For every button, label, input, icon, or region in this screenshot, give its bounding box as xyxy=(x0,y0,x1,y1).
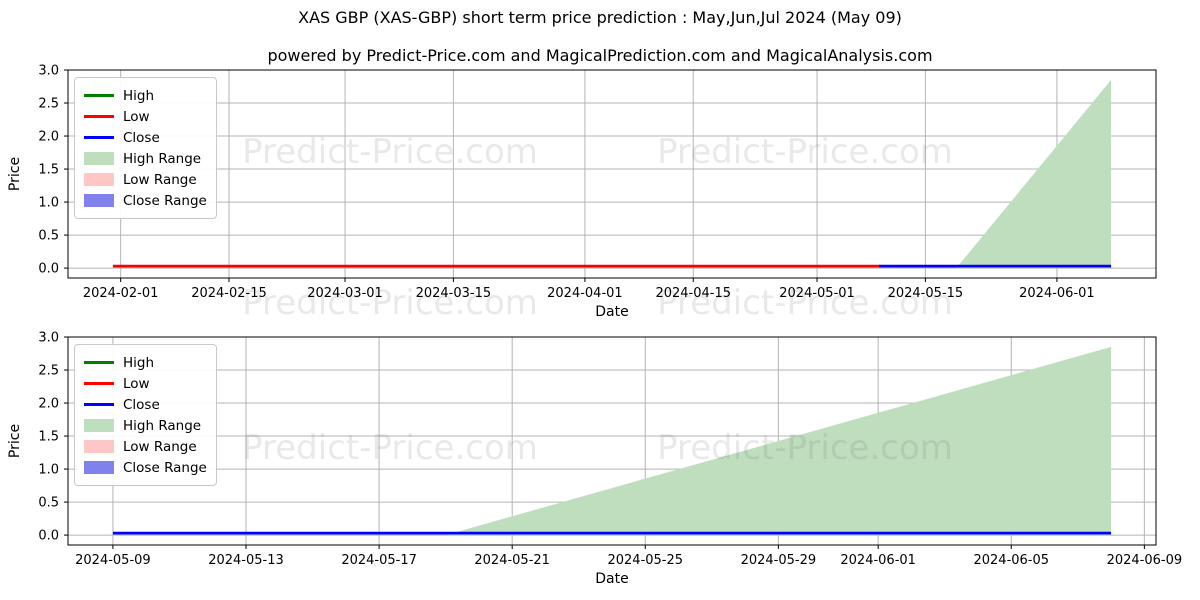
svg-text:2.5: 2.5 xyxy=(38,97,59,112)
legend-label: Close Range xyxy=(123,459,207,476)
x-axis-label-chart-2: Date xyxy=(595,571,628,587)
watermark-text-0-1: Predict-Price.com xyxy=(657,132,953,172)
svg-text:3.0: 3.0 xyxy=(38,64,59,79)
legend-label: Close xyxy=(123,396,160,413)
legend-item-high: High xyxy=(84,352,207,373)
svg-text:2024-04-01: 2024-04-01 xyxy=(547,286,623,301)
svg-text:2024-06-01: 2024-06-01 xyxy=(840,553,916,568)
axes-spines-chart-1 xyxy=(67,69,1157,279)
series-area-high-range-chart-2 xyxy=(445,346,1112,536)
legend-label: Low xyxy=(123,108,150,125)
svg-text:2024-04-15: 2024-04-15 xyxy=(655,286,731,301)
layer-watermarks: Predict-Price.com Predict-Price.com Predic… xyxy=(242,132,953,468)
svg-text:1.0: 1.0 xyxy=(38,463,59,478)
legend-item-close: Close xyxy=(84,127,207,148)
axis-labels-chart-2: 2024-05-09 2024-05-13 2024-05-17 2024-05-21… xyxy=(7,331,1182,588)
svg-text:2024-05-09: 2024-05-09 xyxy=(75,553,151,568)
svg-text:1.5: 1.5 xyxy=(38,430,59,445)
legend-chart-1: High Low Close High Range Low Range Close Ran… xyxy=(74,77,217,219)
svg-text:2.5: 2.5 xyxy=(38,364,59,379)
legend-item-low: Low xyxy=(84,373,207,394)
svg-text:2024-03-01: 2024-03-01 xyxy=(307,286,383,301)
svg-text:2024-02-15: 2024-02-15 xyxy=(191,286,267,301)
legend-label: Close Range xyxy=(123,192,207,209)
legend-item-high-range: High Range xyxy=(84,415,207,436)
legend-label: High xyxy=(123,354,155,371)
legend-line-swatch xyxy=(84,94,114,97)
legend-item-low-range: Low Range xyxy=(84,436,207,457)
legend-line-swatch xyxy=(84,382,114,385)
svg-text:1.5: 1.5 xyxy=(38,163,59,178)
layer-grid-areas xyxy=(68,69,1156,545)
legend-item-low: Low xyxy=(84,106,207,127)
legend-item-close-range: Close Range xyxy=(84,457,207,478)
legend-patch-swatch xyxy=(84,440,114,453)
svg-text:2024-02-01: 2024-02-01 xyxy=(83,286,159,301)
legend-patch-swatch xyxy=(84,461,114,474)
legend-chart-2: High Low Close High Range Low Range Close Ran… xyxy=(74,344,217,486)
legend-line-swatch xyxy=(84,403,114,406)
x-axis-label-chart-1: Date xyxy=(595,304,628,320)
legend-item-high-range: High Range xyxy=(84,148,207,169)
legend-patch-swatch xyxy=(84,152,114,165)
svg-text:2024-05-25: 2024-05-25 xyxy=(607,553,683,568)
svg-text:0.0: 0.0 xyxy=(38,262,59,277)
figure-subtitle: powered by Predict-Price.com and Magical… xyxy=(267,46,933,65)
svg-text:2.0: 2.0 xyxy=(38,397,59,412)
legend-line-swatch xyxy=(84,361,114,364)
legend-item-low-range: Low Range xyxy=(84,169,207,190)
legend-line-swatch xyxy=(84,136,114,139)
layer-lines-axes: 2024-02-01 2024-02-15 2024-03-01 2024-03-15… xyxy=(7,64,1182,588)
legend-patch-swatch xyxy=(84,173,114,186)
watermark-text-1-1: Predict-Price.com xyxy=(657,283,953,323)
watermark-text-2-0: Predict-Price.com xyxy=(242,428,538,468)
watermark-text-2-1: Predict-Price.com xyxy=(657,428,953,468)
watermark-text-1-0: Predict-Price.com xyxy=(242,283,538,323)
svg-text:2024-05-01: 2024-05-01 xyxy=(779,286,855,301)
svg-text:2024-05-21: 2024-05-21 xyxy=(474,553,550,568)
svg-text:3.0: 3.0 xyxy=(38,331,59,346)
legend-label: Low Range xyxy=(123,438,197,455)
legend-item-close: Close xyxy=(84,394,207,415)
y-axis-label-chart-1: Price xyxy=(7,157,23,191)
svg-text:1.0: 1.0 xyxy=(38,196,59,211)
legend-label: Low Range xyxy=(123,171,197,188)
legend-line-swatch xyxy=(84,115,114,118)
legend-patch-swatch xyxy=(84,419,114,432)
svg-text:2024-05-29: 2024-05-29 xyxy=(741,553,817,568)
axis-labels-chart-1: 2024-02-01 2024-02-15 2024-03-01 2024-03-15… xyxy=(7,64,1095,321)
svg-text:0.5: 0.5 xyxy=(38,229,59,244)
legend-label: Low xyxy=(123,375,150,392)
svg-text:2024-06-09: 2024-06-09 xyxy=(1107,553,1183,568)
svg-text:2024-06-05: 2024-06-05 xyxy=(973,553,1049,568)
legend-item-close-range: Close Range xyxy=(84,190,207,211)
figure-title: XAS GBP (XAS-GBP) short term price predi… xyxy=(298,8,902,27)
y-axis-label-chart-2: Price xyxy=(7,424,23,458)
legend-label: High Range xyxy=(123,417,202,434)
svg-text:2024-05-17: 2024-05-17 xyxy=(341,553,417,568)
axes-spines-chart-2 xyxy=(67,336,1157,546)
legend-label: Close xyxy=(123,129,160,146)
legend-item-high: High xyxy=(84,85,207,106)
series-area-high-range-chart-1 xyxy=(956,79,1112,269)
svg-text:0.0: 0.0 xyxy=(38,529,59,544)
svg-text:2024-05-13: 2024-05-13 xyxy=(208,553,284,568)
legend-patch-swatch xyxy=(84,194,114,207)
legend-label: High xyxy=(123,87,155,104)
svg-text:2024-06-01: 2024-06-01 xyxy=(1019,286,1095,301)
svg-text:2024-03-15: 2024-03-15 xyxy=(416,286,492,301)
svg-text:2.0: 2.0 xyxy=(38,130,59,145)
svg-text:0.5: 0.5 xyxy=(38,496,59,511)
watermark-text-0-0: Predict-Price.com xyxy=(242,132,538,172)
legend-label: High Range xyxy=(123,150,202,167)
svg-text:2024-05-15: 2024-05-15 xyxy=(888,286,964,301)
